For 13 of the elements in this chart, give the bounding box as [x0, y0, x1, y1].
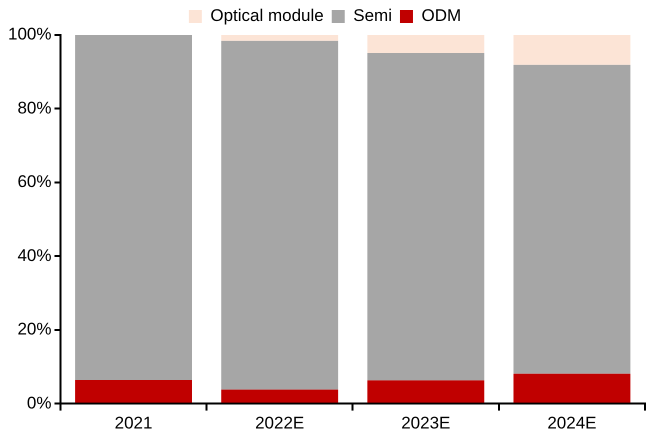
y-tick-label: 80% [17, 98, 52, 118]
legend-label: ODM [421, 6, 462, 26]
y-tick-label: 100% [8, 24, 52, 44]
x-tick-label: 2022E [255, 413, 304, 432]
x-tick-label: 2024E [547, 413, 597, 432]
y-tick-label: 0% [26, 393, 52, 412]
legend-label: Semi [353, 6, 392, 26]
x-tick-label: 2023E [401, 413, 450, 432]
legend-label: Optical module [210, 6, 324, 26]
y-tick-label: 40% [17, 246, 52, 265]
y-tick-label: 20% [17, 320, 52, 339]
x-tick-label: 2021 [114, 413, 152, 432]
y-tick-label: 60% [17, 172, 52, 192]
